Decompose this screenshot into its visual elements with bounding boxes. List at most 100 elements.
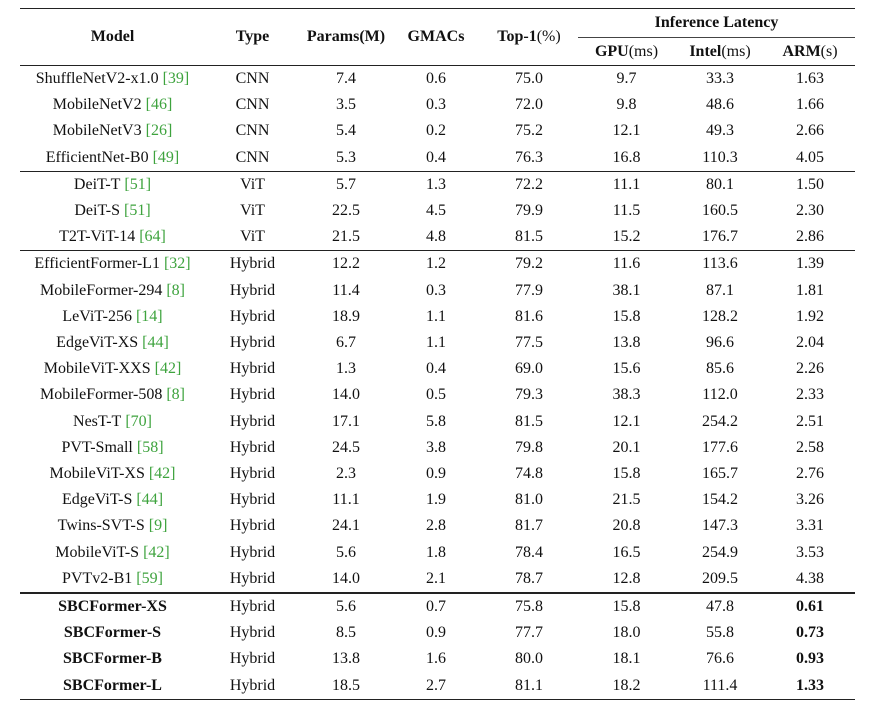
table-cell: 11.5 (612, 202, 641, 220)
model-cell: SBCFormer-L (20, 673, 205, 700)
model-cell: MobileViT-XXS [42] (20, 356, 205, 382)
header-cell: Top-1(%) (480, 8, 578, 66)
table-row: SBCFormer-L Hybrid 18.5 2.7 81.1 18.2 111.4 1.3… (20, 673, 855, 700)
citation: [59] (136, 569, 163, 587)
header-unit: (ms) (628, 42, 659, 60)
table-cell: 3.53 (796, 543, 824, 561)
table-cell: 160.5 (702, 202, 738, 220)
model-name: NesT-T (73, 412, 122, 430)
table-cell: 14.0 (332, 569, 360, 587)
table-cell: 81.1 (515, 676, 543, 694)
citation: [44] (142, 334, 169, 352)
table-cell: 13.8 (612, 334, 641, 352)
table-cell: 15.8 (612, 598, 641, 616)
model-cell: SBCFormer-B (20, 646, 205, 672)
row-group: SBCFormer-XS Hybrid 5.6 0.7 75.8 15.8 47.8 0.61… (20, 593, 856, 700)
table-cell: 77.9 (515, 281, 543, 299)
table-cell: 0.93 (796, 650, 824, 668)
table-cell: 4.8 (426, 228, 446, 246)
table-cell: 0.4 (426, 148, 446, 166)
model-cell: NesT-T [70] (20, 409, 205, 435)
table-cell: 0.9 (426, 624, 446, 642)
table-cell: 1.9 (426, 491, 446, 509)
table-cell: 77.7 (515, 624, 543, 642)
model-name: PVTv2-B1 (62, 569, 133, 587)
citation: [42] (143, 543, 170, 561)
model-name: EdgeViT-S (61, 491, 133, 509)
model-name: T2T-ViT-14 (59, 228, 136, 246)
table-cell: 20.8 (612, 517, 641, 535)
citation: [39] (162, 70, 190, 87)
model-cell: MobileNetV3 [26] (20, 118, 205, 144)
table-cell: 75.8 (515, 598, 543, 616)
table-cell: 15.8 (612, 307, 641, 325)
table-cell: 5.6 (336, 598, 356, 616)
table-cell: Hybrid (229, 624, 276, 642)
table-cell: Hybrid (229, 569, 276, 587)
model-name: SBCFormer-B (63, 650, 162, 668)
table-cell: 254.9 (702, 543, 738, 561)
model-cell: MobileViT-XS [42] (20, 461, 205, 487)
model-name: Twins-SVT-S (57, 517, 145, 535)
table-cell: 0.6 (426, 70, 446, 87)
table-row: MobileViT-XS [42] Hybrid 2.3 0.9 74.8 15.8 165… (20, 461, 855, 487)
header-cell: GMACs (392, 8, 480, 66)
citation: [49] (152, 148, 180, 166)
table-cell: CNN (235, 122, 270, 140)
table-cell: 1.33 (796, 676, 824, 694)
table-cell: ViT (240, 202, 265, 220)
table-row: SBCFormer-B Hybrid 13.8 1.6 80.0 18.1 76.6 0.93 (20, 646, 855, 672)
table-cell: 80.0 (515, 650, 543, 668)
table-cell: 38.3 (612, 386, 641, 404)
table-cell: 87.1 (706, 281, 734, 299)
table-row: EfficientNet-B0 [49] CNN 5.3 0.4 76.3 16.8 110… (20, 145, 855, 172)
table-cell: 5.7 (336, 175, 356, 193)
model-name: ShuffleNetV2-x1.0 (35, 70, 159, 87)
model-name: EfficientFormer-L1 (34, 255, 160, 273)
model-cell: EfficientNet-B0 [49] (20, 145, 205, 172)
table-cell: 0.7 (426, 598, 446, 616)
table-cell: 5.8 (426, 412, 446, 430)
citation: [44] (136, 491, 164, 509)
table-cell: 1.8 (426, 543, 446, 561)
table-cell: 110.3 (702, 148, 738, 166)
row-group: DeiT-T [51] ViT 5.7 1.3 72.2 11.1 80.1 1.50 DeiT… (20, 171, 856, 251)
citation: [8] (166, 281, 185, 299)
model-cell: Twins-SVT-S [9] (20, 513, 205, 539)
citation: [14] (135, 307, 163, 325)
header-text: Top-1 (497, 28, 537, 45)
table-cell: 128.2 (702, 307, 738, 325)
model-cell: EdgeViT-XS [44] (20, 330, 205, 356)
table-cell: 11.6 (612, 255, 641, 273)
table-cell: 72.0 (515, 96, 543, 114)
table-cell: 2.33 (796, 386, 824, 404)
table-cell: 12.2 (332, 255, 360, 273)
table-cell: 76.3 (515, 148, 543, 166)
table-row: ShuffleNetV2-x1.0 [39] CNN 7.4 0.6 75.0 9.7 33… (20, 66, 855, 93)
table-cell: 1.66 (796, 96, 824, 114)
table-cell: 15.8 (612, 465, 641, 483)
table-cell: Hybrid (229, 650, 276, 668)
model-cell: PVT-Small [58] (20, 435, 205, 461)
header-cell: Model (20, 8, 205, 66)
model-cell: ShuffleNetV2-x1.0 [39] (20, 66, 205, 93)
model-cell: SBCFormer-XS (20, 593, 205, 620)
model-cell: DeiT-T [51] (20, 171, 205, 198)
table-cell: Hybrid (229, 307, 276, 325)
row-group: EfficientFormer-L1 [32] Hybrid 12.2 1.2 79.2… (20, 250, 856, 593)
table-cell: 80.1 (706, 175, 734, 193)
table-cell: 0.3 (426, 96, 446, 114)
model-name: MobileFormer-508 (40, 386, 163, 404)
table-cell: 33.3 (706, 70, 734, 87)
table-cell: 17.1 (332, 412, 360, 430)
table-cell: 2.86 (796, 228, 824, 246)
table-cell: 81.5 (515, 412, 543, 430)
table-cell: 48.6 (706, 96, 734, 114)
table-row: MobileViT-S [42] Hybrid 5.6 1.8 78.4 16.5 254.… (20, 540, 855, 566)
table-cell: 12.1 (612, 412, 641, 430)
table-cell: CNN (235, 148, 270, 166)
model-cell: PVTv2-B1 [59] (20, 566, 205, 593)
table-cell: 81.5 (515, 228, 543, 246)
citation: [42] (148, 465, 176, 483)
citation: [46] (145, 96, 173, 114)
